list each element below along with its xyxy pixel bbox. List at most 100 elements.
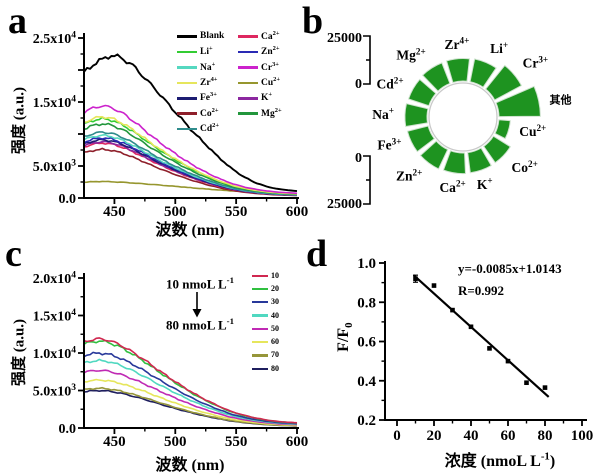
legend-label: 60 (271, 337, 279, 347)
legend-item-Cr3: Cr3+ (238, 60, 282, 75)
curve-Co2 (83, 147, 297, 197)
legend-label: Mg2+ (261, 106, 282, 119)
wedge-K (467, 147, 492, 174)
panel-label-c: c (5, 233, 22, 275)
x-tick-label: 20 (427, 428, 442, 444)
legend-label: Ca2+ (261, 29, 280, 43)
wedge-label-Zr4: Zr4+ (445, 36, 470, 52)
x-tick-label: 60 (501, 428, 516, 444)
panel-b: Zr4+ Li+ Cr3+ 其他 Cu2+ Co2+ K+ Ca2+ Zn2+ Fe3+ Na+ Cd… (300, 0, 600, 235)
panel-a-y-axis-label: 强度 (a.u.) (11, 86, 28, 155)
legend-label: Fe3+ (200, 91, 217, 104)
down-arrow-icon (192, 309, 202, 318)
panel-d-y-axis-label: F/F0 (334, 322, 356, 352)
legend-swatch (252, 354, 268, 357)
scale-top-max: 25000 (327, 31, 362, 46)
legend-label: 40 (271, 310, 279, 320)
legend-swatch (252, 327, 268, 330)
y-tick-label: 5.0x103 (33, 383, 77, 399)
panel-c: 450 500 550 600 0.0 5.0x103 1.0x104 1.5x104 2.0x… (0, 235, 310, 475)
x-tick-label: 450 (103, 434, 126, 450)
panel-c-legend: 10 20 30 40 50 60 70 80 (252, 269, 313, 375)
y-tick-label: 0.8 (357, 295, 376, 311)
panel-label-a: a (8, 0, 27, 42)
legend-item-Co2: Co2+ (177, 106, 238, 121)
concentration-end-label: 80 nmoL L-1 (165, 316, 235, 333)
y-tick-label: 1.5x104 (33, 95, 77, 111)
legend-label: 10 (271, 270, 279, 280)
legend-item-Mg2: Mg2+ (238, 106, 282, 121)
legend-label: Co2+ (200, 106, 219, 119)
wedge-label-Zn2: Zn2+ (396, 167, 422, 183)
legend-label: Zr4+ (200, 76, 218, 89)
legend-swatch (238, 35, 258, 38)
legend-item-Cu2: Cu2+ (238, 75, 282, 90)
legend-swatch (252, 287, 268, 291)
legend-swatch (177, 35, 197, 38)
legend-swatch (238, 81, 258, 85)
legend-item-Zr4: Zr4+ (177, 75, 238, 90)
x-tick-label: 80 (538, 428, 553, 444)
panel-a: 450 500 550 600 0.0 5.0x103 1.5x104 2.5x104 a 强… (0, 0, 310, 239)
legend-label: Cr3+ (261, 60, 279, 73)
scale-bottom-min: 0 (355, 151, 362, 166)
x-tick-label: 550 (225, 434, 248, 450)
legend-swatch (252, 274, 268, 277)
fit-equation: y=-0.0085x+1.0143 (458, 261, 562, 276)
panel-c-chart: 450 500 550 600 0.0 5.0x103 1.0x104 1.5x104 2.0x… (33, 271, 309, 450)
data-point (413, 276, 418, 281)
legend-label: K+ (261, 91, 273, 104)
legend-label: Blank (200, 30, 225, 41)
data-point (450, 307, 455, 313)
x-tick-label: 500 (164, 204, 187, 220)
legend-item-20: 20 (252, 282, 313, 295)
wedge-label-Mg2: Mg2+ (396, 46, 425, 62)
data-point (505, 358, 511, 364)
legend-label: Cd2+ (200, 122, 220, 135)
legend-swatch (252, 314, 268, 317)
legend-item-40: 40 (252, 309, 313, 322)
legend-item-Zn2: Zn2+ (238, 44, 282, 59)
scale-bottom-max: 25000 (327, 197, 362, 212)
legend-swatch (238, 96, 258, 100)
x-tick-label: 600 (286, 434, 309, 450)
data-point (524, 380, 529, 386)
y-tick-label: 1.0x104 (33, 346, 77, 362)
wedge-label-Fe3: Fe3+ (377, 136, 401, 152)
x-tick-label: 0 (393, 428, 401, 444)
wedge-Cu2 (494, 119, 511, 140)
legend-swatch (177, 50, 197, 54)
y-tick-label: 1.5x104 (33, 308, 77, 324)
legend-swatch (177, 127, 197, 131)
panel-c-x-axis-label: 波数 (nm) (155, 457, 225, 474)
curve-10 (83, 337, 298, 424)
legend-item-50: 50 (252, 322, 313, 335)
wedge-其他 (495, 85, 541, 118)
data-point (487, 346, 492, 351)
panel-d-x-axis-label: 浓度 (nmoL L-1) (444, 450, 556, 470)
wedge-label-Li: Li+ (490, 40, 508, 56)
wedge-Zr4 (445, 58, 471, 84)
legend-item-Fe3: Fe3+ (177, 91, 238, 106)
fit-line (412, 274, 550, 398)
x-tick-label: 600 (286, 204, 309, 220)
curve-30 (83, 351, 298, 425)
wedge-label-其他: 其他 (549, 92, 571, 106)
scale-bracket-top (363, 35, 371, 85)
legend-item-Li: Li+ (177, 44, 238, 59)
legend-swatch (238, 112, 258, 115)
legend-label: Li+ (200, 45, 213, 58)
legend-label: 20 (271, 283, 279, 293)
wedge-Mg2 (421, 62, 451, 92)
legend-column: Ca2+ Zn2+ Cr3+ Cu2+ K+ Mg2+ (238, 29, 282, 137)
legend-item-Blank: Blank (177, 29, 238, 44)
x-tick-label: 550 (225, 204, 248, 220)
panel-c-y-axis-label: 强度 (a.u.) (11, 318, 28, 387)
wedge-label-Cd2: Cd2+ (377, 76, 404, 92)
data-point (431, 283, 437, 288)
legend-column: 10 20 30 40 50 60 70 80 (252, 269, 313, 375)
wedge-Co2 (483, 135, 512, 164)
legend-swatch (238, 50, 258, 54)
legend-item-70: 70 (252, 349, 313, 362)
